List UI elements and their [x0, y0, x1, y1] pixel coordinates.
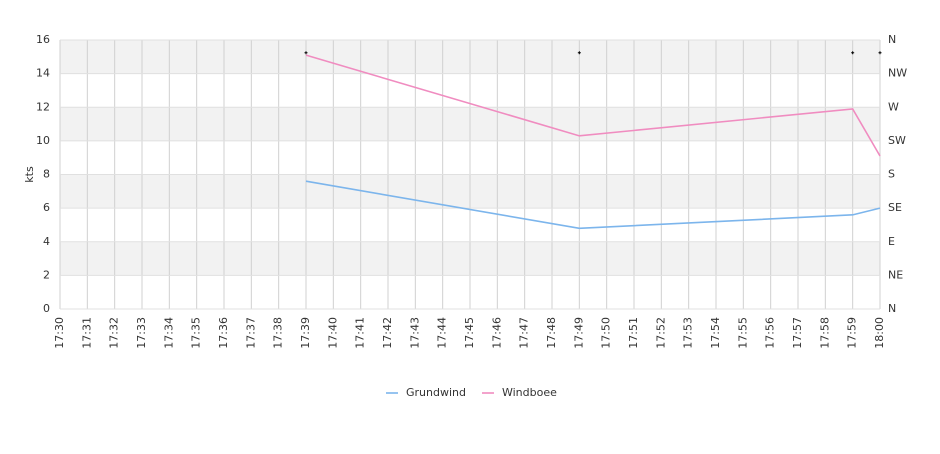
- x-tick-label: 17:45: [463, 317, 476, 349]
- x-tick-label: 17:49: [572, 317, 585, 349]
- direction-marker: [577, 51, 581, 55]
- x-tick-label: 17:47: [518, 317, 531, 349]
- legend-label: Windboee: [502, 386, 557, 399]
- y-tick-label: 4: [43, 235, 50, 248]
- x-tick-label: 17:56: [764, 317, 777, 349]
- y-tick-label: 2: [43, 268, 50, 281]
- direction-marker: [304, 51, 308, 55]
- x-tick-label: 17:42: [381, 317, 394, 349]
- x-tick-label: 18:00: [873, 317, 886, 349]
- x-tick-label: 17:54: [709, 317, 722, 349]
- x-tick-label: 17:44: [436, 317, 449, 349]
- x-tick-label: 17:32: [108, 317, 121, 349]
- y2-tick-label: SE: [888, 201, 902, 214]
- y2-tick-label: NW: [888, 67, 907, 80]
- x-tick-label: 17:37: [244, 317, 257, 349]
- y-tick-label: 0: [43, 302, 50, 315]
- x-tick-label: 17:38: [272, 317, 285, 349]
- x-tick-label: 17:58: [818, 317, 831, 349]
- x-tick-label: 17:35: [190, 317, 203, 349]
- x-tick-label: 17:30: [53, 317, 66, 349]
- legend-label: Grundwind: [406, 386, 466, 399]
- x-tick-label: 17:34: [162, 317, 175, 349]
- y-tick-label: 16: [36, 33, 50, 46]
- x-tick-label: 17:53: [682, 317, 695, 349]
- y-tick-label: 6: [43, 201, 50, 214]
- x-tick-label: 17:50: [600, 317, 613, 349]
- x-tick-label: 17:51: [627, 317, 640, 349]
- x-tick-label: 17:40: [326, 317, 339, 349]
- y2-tick-label: NE: [888, 268, 903, 281]
- y-tick-label: 8: [43, 168, 50, 181]
- x-tick-label: 17:31: [80, 317, 93, 349]
- series-line: [305, 180, 881, 230]
- y2-tick-label: N: [888, 302, 896, 315]
- x-tick-label: 17:57: [791, 317, 804, 349]
- y2-tick-label: W: [888, 100, 899, 113]
- y-tick-label: 10: [36, 134, 50, 147]
- x-tick-label: 17:48: [545, 317, 558, 349]
- y-axis-label: kts: [23, 166, 36, 183]
- y2-tick-label: SW: [888, 134, 906, 147]
- x-tick-label: 17:52: [654, 317, 667, 349]
- direction-marker: [878, 51, 882, 55]
- direction-marker: [851, 51, 855, 55]
- y2-tick-label: E: [888, 235, 895, 248]
- x-tick-label: 17:39: [299, 317, 312, 349]
- x-tick-label: 17:41: [354, 317, 367, 349]
- x-tick-label: 17:55: [736, 317, 749, 349]
- y2-tick-label: N: [888, 33, 896, 46]
- y-tick-label: 14: [36, 67, 50, 80]
- x-tick-label: 17:43: [408, 317, 421, 349]
- x-tick-label: 17:36: [217, 317, 230, 349]
- y2-tick-label: S: [888, 168, 895, 181]
- x-tick-label: 17:59: [846, 317, 859, 349]
- x-tick-label: 17:46: [490, 317, 503, 349]
- y-tick-label: 12: [36, 100, 50, 113]
- x-tick-label: 17:33: [135, 317, 148, 349]
- series-line: [305, 54, 881, 157]
